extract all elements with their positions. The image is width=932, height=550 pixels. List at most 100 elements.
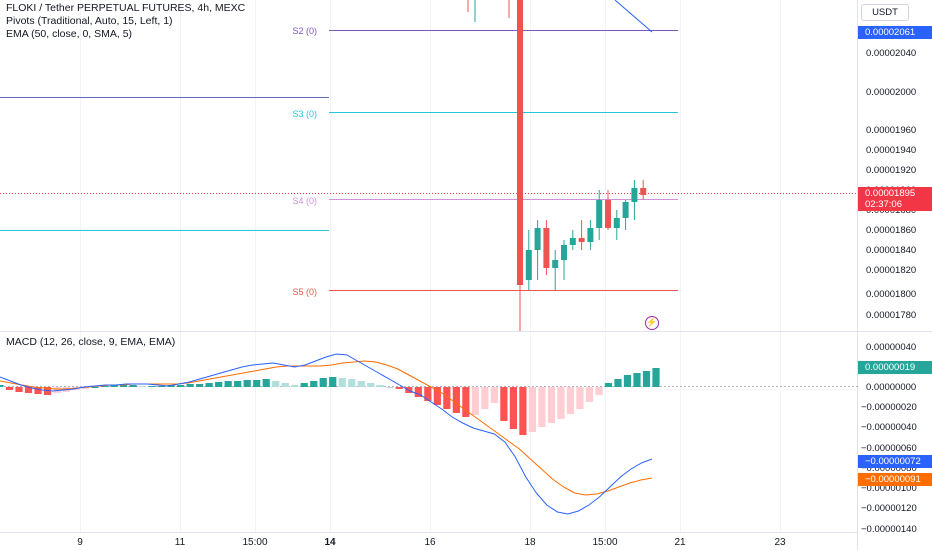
macd-histogram-bar — [576, 387, 584, 409]
price-axis-label: 0.00001820 — [866, 265, 916, 276]
ema-line — [614, 0, 653, 33]
macd-histogram-bar — [338, 378, 346, 387]
macd-histogram-bar — [91, 387, 99, 388]
macd-histogram-bar — [395, 387, 403, 389]
time-axis[interactable]: 9 11 15:00 14 16 18 15:00 21 23 — [77, 537, 786, 548]
macd-histogram-bar — [0, 385, 4, 387]
macd-histogram-bar — [367, 383, 375, 387]
macd-histogram-bar — [424, 387, 432, 401]
pivot-s4-label: S4 (0) — [292, 196, 317, 206]
candle-body — [517, 0, 523, 285]
macd-histogram-bar — [329, 377, 337, 387]
macd-axis-label: 0.00000040 — [866, 342, 916, 353]
macd-histogram-bar — [519, 387, 527, 435]
macd-histogram-bar — [81, 387, 90, 389]
currency-button[interactable]: USDT — [861, 4, 909, 21]
macd-axis-label: −0.00000100 — [861, 483, 917, 494]
price-axis-label: 0.00001940 — [866, 145, 916, 156]
macd-histogram-bar — [604, 383, 613, 387]
candle-body — [640, 188, 647, 195]
macd-histogram-bar — [34, 387, 42, 394]
last-price-value: 0.00001895 — [865, 188, 916, 199]
time-axis-label: 15:00 — [592, 537, 617, 548]
macd-histogram-bar — [234, 381, 242, 387]
macd-histogram-bar — [53, 387, 61, 393]
macd-histogram-bar — [348, 379, 356, 387]
candle-body — [596, 200, 603, 228]
price-axis[interactable]: 0.00002040 0.00002000 0.00001960 0.00001940… — [866, 48, 916, 321]
macd-histogram-bar — [253, 380, 261, 387]
price-axis-label: 0.00001800 — [866, 289, 916, 300]
macd-histogram-bar — [376, 385, 384, 387]
macd-histogram-bar — [557, 387, 565, 419]
macd-axis-label: 0.00000000 — [866, 382, 916, 393]
candle-body — [605, 200, 611, 228]
macd-histogram-bar — [500, 387, 508, 421]
macd-histogram-tag: 0.00000019 — [858, 361, 932, 374]
time-axis-label: 23 — [774, 537, 786, 548]
candle-body — [613, 218, 620, 228]
candle-body — [631, 188, 638, 202]
signal-line-tag: −0.00000091 — [858, 473, 932, 486]
macd-histogram-bar — [243, 380, 251, 387]
macd-histogram-bar — [528, 387, 537, 432]
macd-histogram-bar — [547, 387, 556, 423]
macd-axis-label: −0.00000120 — [861, 503, 917, 514]
lightning-bolt-icon[interactable]: ⚡ — [645, 316, 659, 330]
ema-indicator-label[interactable]: EMA (50, close, 0, SMA, 5) — [6, 28, 133, 40]
candle-body — [569, 238, 576, 245]
last-price-tag: 0.00001895 02:37:06 — [858, 187, 932, 211]
macd-histogram-bar — [471, 387, 479, 415]
macd-histogram-bar — [24, 387, 33, 393]
macd-histogram-bar — [15, 387, 23, 392]
macd-histogram-bar — [186, 384, 194, 387]
macd-line-tag: −0.00000072 — [858, 455, 932, 468]
macd-line — [0, 353, 653, 515]
time-axis-label: 9 — [77, 537, 83, 548]
macd-histogram-bar — [215, 382, 223, 387]
candle-body — [578, 238, 585, 242]
price-axis-label: 0.00001840 — [866, 245, 916, 256]
macd-histogram-bar — [566, 387, 575, 414]
pivot-s5-label: S5 (0) — [292, 287, 317, 297]
macd-histogram-bar — [129, 385, 137, 387]
macd-axis-label: −0.00000080 — [861, 463, 917, 474]
macd-histogram-bar — [414, 387, 422, 397]
pivots-indicator-label[interactable]: Pivots (Traditional, Auto, 15, Left, 1) — [6, 15, 173, 27]
price-axis-label: 0.00002000 — [866, 87, 916, 98]
macd-histogram-bar — [585, 387, 594, 402]
macd-histogram-bar — [386, 387, 394, 388]
macd-histogram-bar — [452, 387, 460, 413]
time-axis-label: 16 — [424, 537, 436, 548]
macd-histogram-bar — [623, 375, 632, 387]
macd-pane — [0, 353, 660, 515]
macd-histogram-bar — [139, 386, 147, 387]
macd-histogram-bar — [291, 385, 299, 387]
grid — [80, 0, 781, 532]
symbol-title[interactable]: FLOKI / Tether PERPETUAL FUTURES, 4h, ME… — [6, 2, 246, 14]
macd-histogram-bar — [538, 387, 546, 427]
price-axis-label: 0.00001860 — [866, 225, 916, 236]
macd-histogram-bar — [272, 381, 280, 387]
macd-axis-label: −0.00000060 — [861, 443, 917, 454]
macd-indicator-label[interactable]: MACD (12, 26, close, 9, EMA, EMA) — [6, 336, 176, 348]
time-axis-label: 18 — [524, 537, 536, 548]
macd-histogram-bar — [281, 383, 289, 387]
price-axis-label: 0.00001780 — [866, 310, 916, 321]
macd-axis-label: −0.00000140 — [861, 524, 917, 535]
s2-price-tag: 0.00002061 — [858, 26, 932, 39]
macd-histogram-bar — [595, 387, 603, 395]
macd-histogram-bar — [443, 387, 451, 409]
macd-histogram-bar — [614, 379, 622, 387]
time-axis-label: 11 — [175, 537, 186, 548]
macd-histogram-bar — [310, 381, 318, 387]
macd-histogram-bar — [205, 383, 213, 387]
macd-histogram-bar — [262, 379, 270, 387]
macd-histogram-bar — [433, 387, 441, 405]
candles — [517, 0, 647, 331]
macd-axis-label: −0.00000040 — [861, 422, 917, 433]
macd-histogram-bar — [110, 385, 118, 387]
candle-body — [622, 202, 629, 218]
candle-body — [534, 228, 541, 250]
